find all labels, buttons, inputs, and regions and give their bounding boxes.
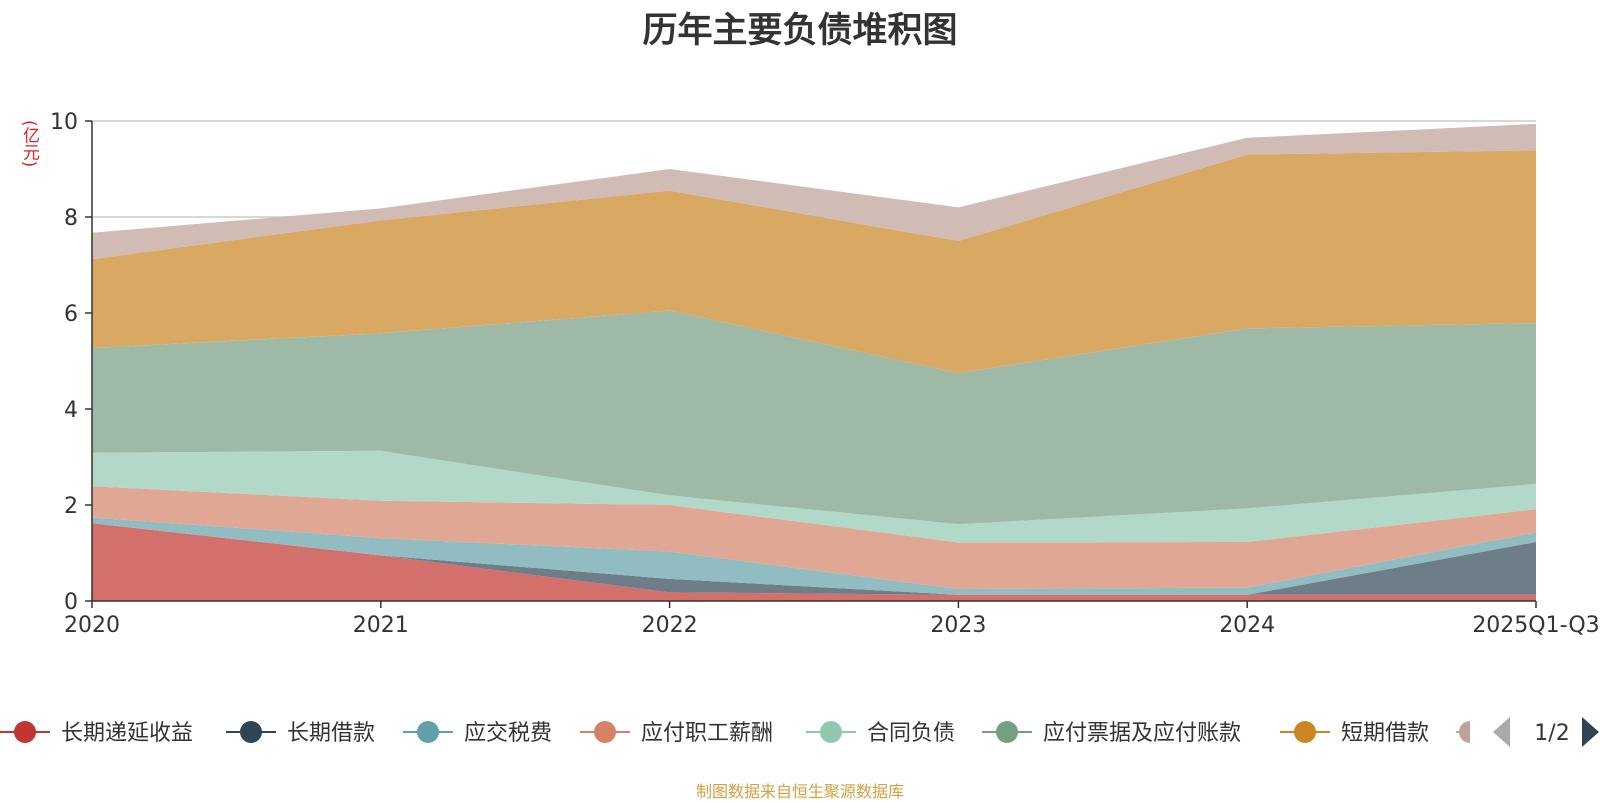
- y-axis-unit-label: (亿元): [19, 120, 39, 168]
- x-tick-label-2: 2022: [642, 613, 698, 638]
- y-tick-label-8: 8: [64, 206, 78, 231]
- area-series-0: [92, 523, 1536, 601]
- legend[interactable]: 长期递延收益 长期借款 应交税费 应付职工薪酬 合同负债 应付票据及应付账款 短期借款 1/2: [0, 717, 1599, 747]
- chart-title: 历年主要负债堆积图: [642, 11, 958, 51]
- legend-label: 长期借款: [287, 721, 375, 746]
- legend-marker: [240, 721, 262, 743]
- legend-item-4[interactable]: 合同负债: [806, 721, 955, 746]
- x-tick-label-1: 2021: [353, 613, 409, 638]
- legend-item-2[interactable]: 应交税费: [403, 721, 552, 746]
- y-tick-label-2: 2: [64, 494, 78, 519]
- area-series-3: [92, 486, 1536, 589]
- area-series-4: [92, 450, 1536, 543]
- legend-marker: [14, 721, 36, 743]
- legend-item-6[interactable]: 短期借款: [1280, 721, 1429, 746]
- area-series-7: [92, 123, 1536, 260]
- legend-marker: [594, 721, 616, 743]
- y-tick-label-10: 10: [50, 110, 78, 135]
- legend-label: 应付职工薪酬: [641, 721, 773, 746]
- legend-next-page-icon[interactable]: [1582, 717, 1599, 747]
- legend-page-indicator: 1/2: [1534, 721, 1569, 746]
- legend-item-7-partial[interactable]: [1456, 721, 1470, 743]
- legend-item-3[interactable]: 应付职工薪酬: [580, 721, 773, 746]
- y-tick-label-4: 4: [64, 398, 78, 423]
- area-series-5: [92, 310, 1536, 525]
- legend-label: 长期递延收益: [61, 721, 193, 746]
- legend-item-5[interactable]: 应付票据及应付账款: [982, 721, 1241, 746]
- legend-marker: [996, 721, 1018, 743]
- x-tick-label-5: 2025Q1-Q3: [1472, 613, 1599, 638]
- legend-label: 应交税费: [464, 721, 552, 746]
- y-tick-label-6: 6: [64, 302, 78, 327]
- legend-label: 应付票据及应付账款: [1043, 721, 1241, 746]
- legend-label: 合同负债: [867, 721, 955, 746]
- area-series-1: [92, 523, 1536, 595]
- legend-marker: [820, 721, 842, 743]
- area-series-6: [92, 150, 1536, 373]
- x-tick-label-4: 2024: [1219, 613, 1275, 638]
- area-series-group: [92, 123, 1536, 601]
- legend-prev-page-icon[interactable]: [1493, 717, 1510, 747]
- x-tick-label-3: 2023: [930, 613, 986, 638]
- legend-label: 短期借款: [1341, 721, 1429, 746]
- axes: 0 2 4 6 8 10 2020 2021 2022 2023 2024 2025Q1-Q3: [50, 110, 1600, 638]
- legend-marker: [1294, 721, 1316, 743]
- legend-item-1[interactable]: 长期借款: [226, 721, 375, 746]
- area-series-2: [92, 517, 1536, 595]
- x-tick-label-0: 2020: [64, 613, 120, 638]
- legend-marker-partial: [1459, 721, 1470, 743]
- source-note: 制图数据来自恒生聚源数据库: [695, 782, 904, 801]
- legend-marker: [417, 721, 439, 743]
- legend-item-0[interactable]: 长期递延收益: [0, 721, 193, 746]
- y-tick-label-0: 0: [64, 590, 78, 615]
